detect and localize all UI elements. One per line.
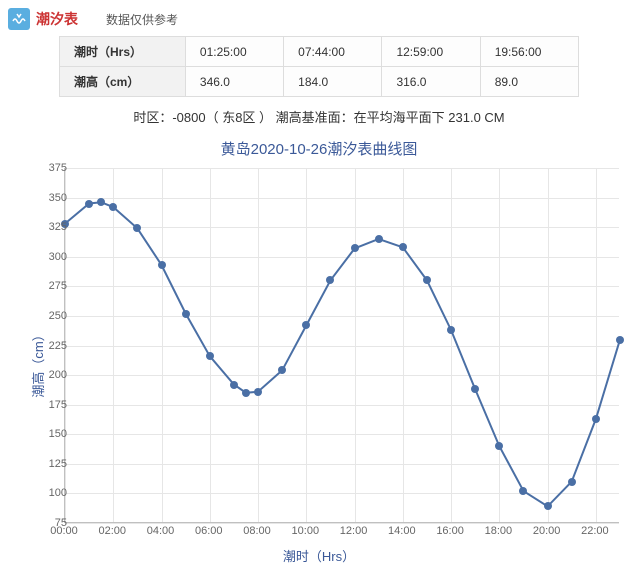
y-tick: 225: [27, 340, 67, 352]
y-tick: 300: [27, 251, 67, 263]
data-point: [242, 389, 250, 397]
timezone-line: 时区：-0800（ 东8区 ） 潮高基准面：在平均海平面下 231.0 CM: [8, 107, 630, 126]
x-tick: 12:00: [340, 525, 368, 537]
y-tick: 250: [27, 310, 67, 322]
data-point: [182, 310, 190, 318]
data-point: [568, 478, 576, 486]
data-point: [375, 235, 383, 243]
y-tick: 125: [27, 458, 67, 470]
cell: 01:25:00: [185, 37, 283, 67]
x-tick: 18:00: [485, 525, 513, 537]
x-tick: 04:00: [147, 525, 175, 537]
cell: 19:56:00: [480, 37, 578, 67]
y-tick: 200: [27, 369, 67, 381]
y-tick: 375: [27, 162, 67, 174]
x-tick: 00:00: [50, 525, 78, 537]
chart-title: 黄岛2020-10-26潮汐表曲线图: [8, 138, 630, 159]
data-point: [326, 276, 334, 284]
x-tick: 02:00: [98, 525, 126, 537]
data-point: [302, 321, 310, 329]
x-tick: 06:00: [195, 525, 223, 537]
x-tick: 20:00: [533, 525, 561, 537]
note: 数据仅供参考: [106, 11, 178, 28]
line-svg: [65, 168, 619, 522]
data-point: [133, 224, 141, 232]
y-tick: 350: [27, 192, 67, 204]
data-point: [616, 336, 624, 344]
x-tick: 10:00: [292, 525, 320, 537]
row-label: 潮时（Hrs）: [60, 37, 186, 67]
data-point: [254, 388, 262, 396]
gridline: [65, 523, 619, 524]
data-point: [471, 385, 479, 393]
data-point: [85, 200, 93, 208]
data-point: [230, 381, 238, 389]
tide-icon: [8, 8, 30, 30]
data-point: [206, 352, 214, 360]
x-tick: 22:00: [581, 525, 609, 537]
data-point: [399, 243, 407, 251]
data-point: [423, 276, 431, 284]
data-point: [495, 442, 503, 450]
cell: 316.0: [382, 67, 480, 97]
cell: 12:59:00: [382, 37, 480, 67]
cell: 346.0: [185, 67, 283, 97]
x-tick: 16:00: [436, 525, 464, 537]
cell: 07:44:00: [284, 37, 382, 67]
data-point: [109, 203, 117, 211]
x-tick: 14:00: [388, 525, 416, 537]
table-row: 潮高（cm） 346.0 184.0 316.0 89.0: [60, 67, 579, 97]
data-point: [447, 326, 455, 334]
page-title: 潮汐表: [36, 9, 78, 29]
plot-area: [64, 168, 619, 523]
data-point: [97, 198, 105, 206]
data-point: [544, 502, 552, 510]
y-tick: 150: [27, 428, 67, 440]
x-axis-label: 潮时（Hrs）: [283, 546, 355, 565]
header: 潮汐表 数据仅供参考: [8, 8, 630, 30]
y-tick: 175: [27, 399, 67, 411]
data-point: [519, 487, 527, 495]
x-tick: 08:00: [243, 525, 271, 537]
data-point: [351, 244, 359, 252]
data-point: [278, 366, 286, 374]
y-tick: 325: [27, 221, 67, 233]
tide-chart: 潮高（cm） 潮时（Hrs） 7510012515017520022525027…: [9, 163, 629, 563]
y-tick: 275: [27, 280, 67, 292]
cell: 184.0: [284, 67, 382, 97]
data-point: [592, 415, 600, 423]
table-row: 潮时（Hrs） 01:25:00 07:44:00 12:59:00 19:56…: [60, 37, 579, 67]
tide-table: 潮时（Hrs） 01:25:00 07:44:00 12:59:00 19:56…: [59, 36, 579, 97]
y-tick: 100: [27, 487, 67, 499]
cell: 89.0: [480, 67, 578, 97]
data-point: [158, 261, 166, 269]
row-label: 潮高（cm）: [60, 67, 186, 97]
